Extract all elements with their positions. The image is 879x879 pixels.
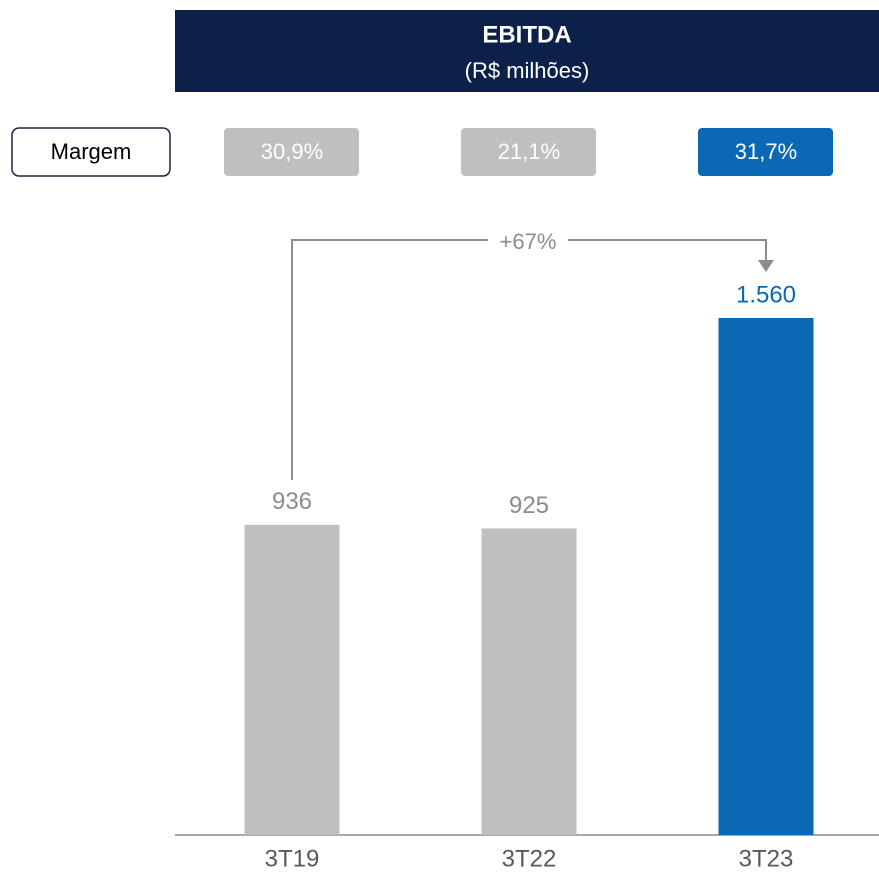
title-box: [175, 10, 879, 92]
bar: [481, 528, 577, 835]
margin-label-box: [11, 127, 171, 177]
margin-box: [698, 128, 833, 176]
value-label: 925: [509, 492, 549, 519]
chart-title: EBITDA: [482, 21, 571, 48]
annotation-bg: [488, 228, 568, 254]
bar: [244, 524, 340, 835]
x-tick-label: 3T23: [739, 845, 794, 872]
bar: [718, 318, 814, 835]
x-tick-label: 3T19: [265, 845, 320, 872]
annotation: +67%: [500, 229, 557, 254]
value-label: 936: [272, 488, 312, 515]
chart-subtitle: (R$ milhões): [465, 58, 590, 83]
margin-value: 30,9%: [261, 139, 323, 164]
margin-value: 31,7%: [735, 139, 797, 164]
value-label: 1.560: [736, 281, 796, 308]
x-tick-label: 3T22: [502, 845, 557, 872]
margin-box: [224, 128, 359, 176]
margin-box: [461, 128, 596, 176]
margin-value: 21,1%: [498, 139, 560, 164]
arrow-head: [758, 260, 774, 272]
margin-label: Margem: [51, 139, 132, 164]
growth-arrow: [291, 239, 767, 480]
